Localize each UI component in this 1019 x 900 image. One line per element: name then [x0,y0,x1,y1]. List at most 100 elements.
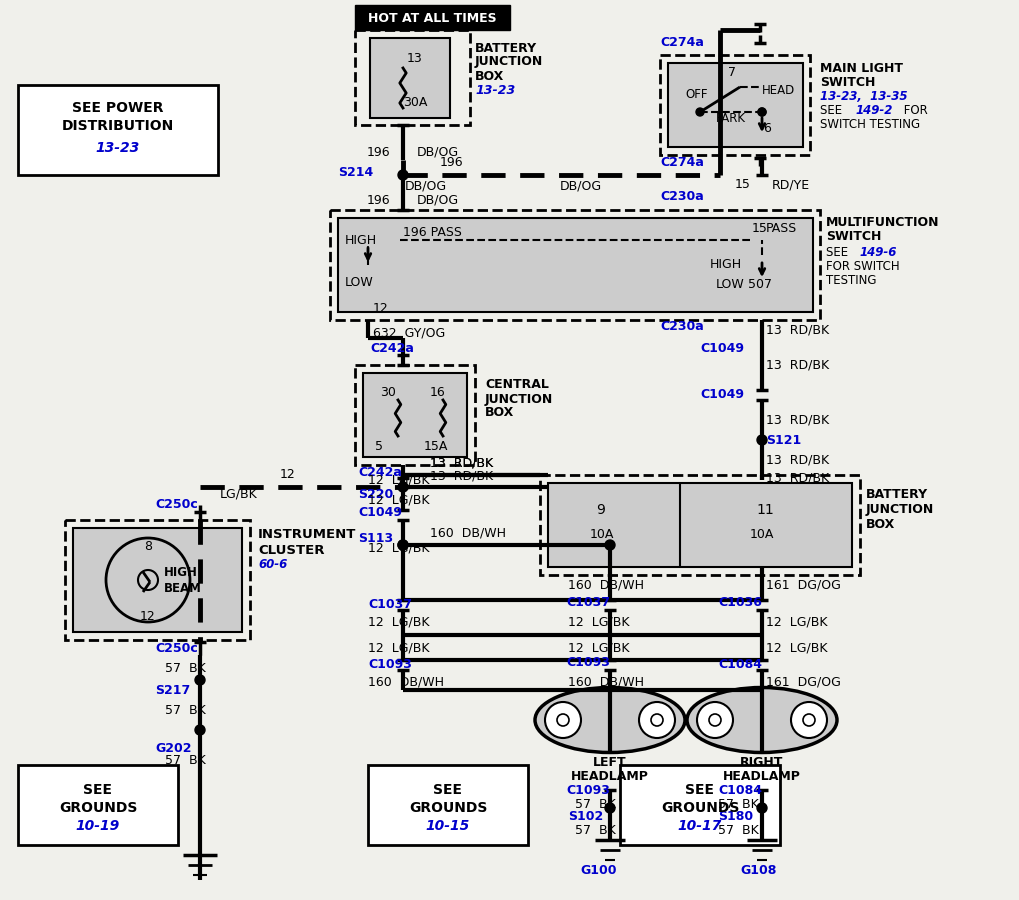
Text: C230a: C230a [659,320,703,334]
Text: RIGHT: RIGHT [740,755,783,769]
Text: SEE: SEE [84,783,112,797]
Text: 12: 12 [140,610,156,624]
Text: JUNCTION: JUNCTION [865,503,933,517]
Text: S217: S217 [155,683,191,697]
Text: C242a: C242a [370,341,414,355]
Text: 57  BK: 57 BK [165,753,206,767]
Text: C274a: C274a [659,37,703,50]
Text: 7: 7 [728,67,736,79]
Circle shape [397,540,408,550]
Polygon shape [547,483,851,567]
Circle shape [756,435,766,445]
Text: 15: 15 [751,221,767,235]
Text: C230a: C230a [659,191,703,203]
Text: 13  RD/BK: 13 RD/BK [765,413,828,427]
Text: 12  LG/BK: 12 LG/BK [368,473,429,487]
Text: S180: S180 [717,809,752,823]
Text: 10-17: 10-17 [678,819,721,833]
Text: S214: S214 [337,166,373,178]
Text: DB/OG: DB/OG [417,194,459,206]
Polygon shape [337,218,812,312]
Text: 15: 15 [735,178,750,192]
Text: HOT AT ALL TIMES: HOT AT ALL TIMES [367,12,496,24]
Circle shape [638,702,675,738]
Text: 57  BK: 57 BK [575,824,615,836]
Text: FOR: FOR [899,104,927,116]
Text: 13  RD/BK: 13 RD/BK [430,456,492,470]
Text: 13  RD/BK: 13 RD/BK [765,323,828,337]
Text: C1037: C1037 [566,597,609,609]
Text: DB/OG: DB/OG [417,146,459,158]
Text: SWITCH TESTING: SWITCH TESTING [819,118,919,130]
Text: 13-23: 13-23 [96,141,140,155]
Text: HEADLAMP: HEADLAMP [722,770,800,782]
Text: SWITCH: SWITCH [825,230,880,244]
Polygon shape [18,85,218,175]
Text: 13-23,  13-35: 13-23, 13-35 [819,89,907,103]
Text: C250c: C250c [155,498,198,510]
Ellipse shape [535,688,685,752]
Text: 160  DB/WH: 160 DB/WH [368,676,443,688]
Text: C1093: C1093 [566,656,609,670]
Text: CLUSTER: CLUSTER [258,544,324,556]
Text: C1049: C1049 [699,389,743,401]
Text: SWITCH: SWITCH [819,76,874,88]
Text: 12: 12 [280,467,296,481]
Text: SEE: SEE [433,783,462,797]
Text: LOW: LOW [715,278,744,292]
Text: 160  DB/WH: 160 DB/WH [568,676,643,688]
Text: 12  LG/BK: 12 LG/BK [568,642,629,654]
Text: 13-23: 13-23 [475,84,515,96]
Text: SEE: SEE [685,783,713,797]
Text: GROUNDS: GROUNDS [409,801,487,815]
Text: 10-19: 10-19 [75,819,120,833]
Text: 13  RD/BK: 13 RD/BK [765,358,828,372]
Text: 57  BK: 57 BK [575,797,615,811]
Text: 15A: 15A [424,439,448,453]
Circle shape [696,702,733,738]
Text: 12  LG/BK: 12 LG/BK [368,642,429,654]
Text: PARK: PARK [715,112,745,124]
Text: OFF: OFF [685,88,707,102]
Text: HIGH: HIGH [344,233,377,247]
Polygon shape [363,373,467,457]
Text: C242a: C242a [358,465,401,479]
Polygon shape [73,528,242,632]
Text: S113: S113 [358,532,392,544]
Text: 12  LG/BK: 12 LG/BK [568,616,629,628]
Text: SEE POWER: SEE POWER [72,101,164,115]
Text: 507: 507 [747,278,771,292]
Text: C1093: C1093 [368,659,412,671]
Text: LOW: LOW [344,275,373,289]
Text: JUNCTION: JUNCTION [475,56,543,68]
Text: BOX: BOX [484,407,514,419]
Text: DB/OG: DB/OG [405,179,446,193]
Text: G100: G100 [580,863,615,877]
Circle shape [397,170,408,180]
Text: 13  RD/BK: 13 RD/BK [765,454,828,466]
Text: S220: S220 [358,488,393,500]
Text: C1084: C1084 [717,784,761,796]
Text: 12: 12 [373,302,388,314]
Text: C250c: C250c [155,642,198,654]
Text: 5: 5 [375,439,382,453]
Polygon shape [18,765,178,845]
Text: 13: 13 [407,51,423,65]
Text: BEAM: BEAM [164,581,202,595]
Text: 8: 8 [144,541,152,554]
Text: PASS: PASS [765,221,797,235]
Circle shape [757,108,765,116]
Text: S121: S121 [765,434,801,446]
Circle shape [195,675,205,685]
Text: 149-6: 149-6 [859,246,897,258]
Text: G108: G108 [739,863,775,877]
Polygon shape [667,63,802,147]
Text: G202: G202 [155,742,192,754]
Text: 12  LG/BK: 12 LG/BK [765,616,826,628]
Text: FOR SWITCH: FOR SWITCH [825,259,899,273]
Text: 632  GY/OG: 632 GY/OG [373,327,445,339]
Text: RD/YE: RD/YE [771,178,809,192]
Text: 60-6: 60-6 [258,559,287,572]
Text: HIGH: HIGH [709,257,742,271]
Text: 161  DG/OG: 161 DG/OG [765,579,840,591]
